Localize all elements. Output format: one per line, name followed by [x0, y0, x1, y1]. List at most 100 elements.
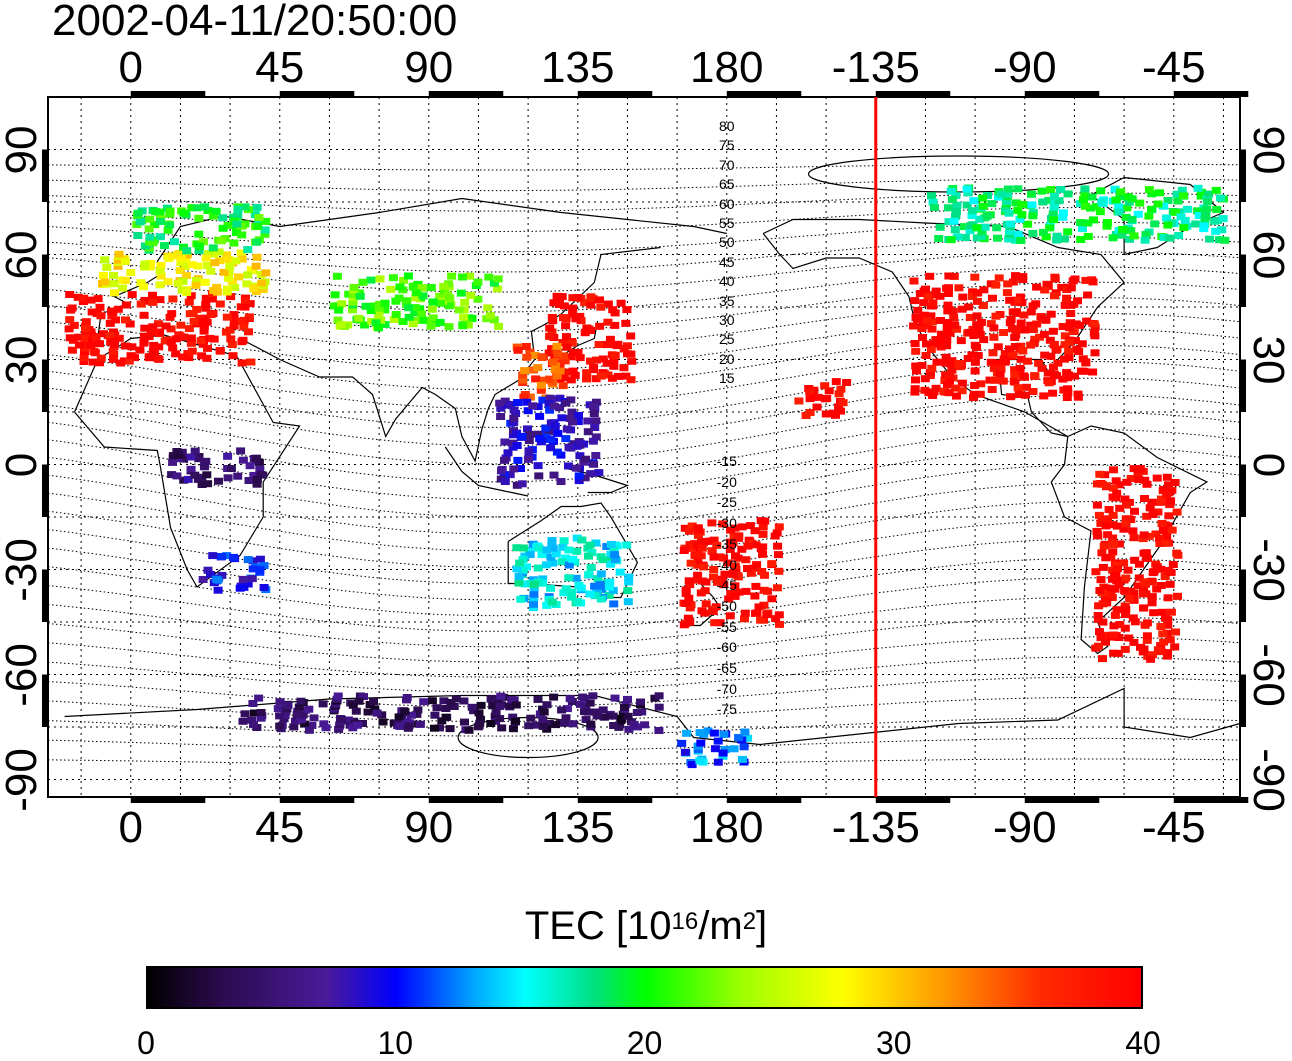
- tec-cell: [970, 367, 980, 375]
- tec-cell: [1153, 200, 1163, 208]
- tec-cell: [718, 520, 728, 528]
- tec-cell: [1141, 580, 1150, 588]
- tec-cell: [294, 703, 304, 711]
- coastline: [564, 467, 630, 494]
- tec-cell: [1140, 476, 1150, 484]
- frame-bar-left: [42, 569, 48, 622]
- tec-cell: [1156, 582, 1166, 589]
- tec-cell: [505, 702, 515, 710]
- tec-cell: [734, 734, 744, 741]
- tec-cell: [1056, 186, 1066, 193]
- tec-cell: [762, 611, 772, 619]
- tec-cell: [1087, 193, 1097, 201]
- tec-cell: [1005, 345, 1014, 353]
- tec-cell: [1217, 226, 1227, 234]
- tec-cell: [1065, 324, 1075, 332]
- tec-cell: [560, 357, 570, 365]
- tec-cell: [590, 582, 600, 590]
- tec-cell: [977, 228, 987, 236]
- tec-cell: [687, 544, 697, 552]
- tec-cell: [1120, 624, 1130, 632]
- tec-cell: [1041, 233, 1051, 241]
- tec-cell: [574, 472, 584, 480]
- tec-cell: [713, 758, 723, 766]
- tec-cell: [163, 226, 173, 234]
- tec-cell: [542, 701, 552, 709]
- tec-cell: [184, 298, 194, 306]
- tec-cell: [1081, 276, 1091, 284]
- tec-cell: [522, 353, 532, 361]
- tec-cell: [546, 444, 556, 452]
- tec-cell: [548, 559, 558, 567]
- tec-cell: [609, 722, 619, 729]
- tec-cell: [178, 353, 188, 361]
- tec-cell: [1142, 636, 1152, 644]
- tec-cell: [1003, 280, 1013, 288]
- tec-cell: [992, 224, 1002, 232]
- tec-cell: [965, 314, 975, 321]
- tec-cell: [698, 577, 708, 585]
- tec-cell: [375, 275, 385, 283]
- tec-cell: [1173, 592, 1182, 600]
- tec-cell: [994, 274, 1004, 282]
- tec-cell: [562, 343, 572, 351]
- mag-contour: [47, 717, 1241, 737]
- tec-cell: [582, 369, 592, 377]
- tec-cell: [623, 587, 633, 595]
- tec-cell: [559, 302, 569, 310]
- tick-right-label: 60: [1244, 230, 1292, 279]
- tec-cell: [500, 397, 510, 405]
- tec-cell: [919, 299, 929, 307]
- tec-cell: [948, 307, 958, 315]
- tec-cell: [929, 339, 939, 347]
- tec-cell: [1018, 273, 1028, 281]
- tec-cell: [222, 313, 232, 321]
- tick-left-label: 0: [0, 452, 46, 477]
- tick-right-label: -90: [1244, 747, 1292, 812]
- tec-cell: [427, 697, 437, 705]
- tec-cell: [1068, 277, 1078, 285]
- tec-cell: [394, 294, 404, 302]
- tec-cell: [604, 591, 614, 599]
- tec-cell: [153, 355, 163, 362]
- tec-cell: [605, 583, 614, 591]
- mag-contour: [47, 429, 1241, 500]
- tec-cell: [1070, 337, 1080, 345]
- map-frame: [42, 91, 1249, 803]
- tec-cell: [954, 284, 964, 292]
- tec-cell: [805, 388, 815, 395]
- tec-cell: [126, 269, 136, 276]
- tec-cell: [555, 404, 565, 412]
- tec-cell: [623, 695, 632, 703]
- tec-cell: [394, 713, 404, 721]
- tec-cell: [505, 471, 515, 479]
- tec-cell: [1101, 482, 1111, 490]
- tec-cell: [963, 189, 973, 197]
- tec-cell: [1100, 471, 1110, 479]
- tec-cell: [712, 541, 722, 549]
- tec-cell: [1116, 188, 1126, 196]
- tec-cell: [751, 582, 761, 590]
- tec-cell: [598, 556, 608, 564]
- tec-cell: [636, 698, 645, 706]
- tec-cell: [1049, 203, 1059, 211]
- tec-cell: [1088, 368, 1098, 376]
- tec-cell: [1156, 623, 1166, 630]
- tec-cell: [251, 262, 261, 270]
- tec-cell: [1010, 343, 1020, 350]
- tec-cell: [592, 356, 601, 364]
- tec-cell: [1115, 621, 1125, 628]
- tec-cell: [629, 720, 639, 728]
- tec-cell: [96, 354, 106, 362]
- tec-cell: [972, 312, 982, 320]
- tec-cell: [1014, 391, 1024, 398]
- tec-cell: [440, 287, 450, 295]
- tec-cell: [459, 306, 469, 314]
- tec-cell: [173, 250, 183, 258]
- tec-cell: [148, 298, 158, 306]
- tec-cell: [567, 408, 577, 416]
- tec-cell: [950, 321, 959, 329]
- tec-cell: [139, 311, 149, 319]
- tec-cell: [354, 697, 364, 705]
- tec-cell: [155, 218, 165, 225]
